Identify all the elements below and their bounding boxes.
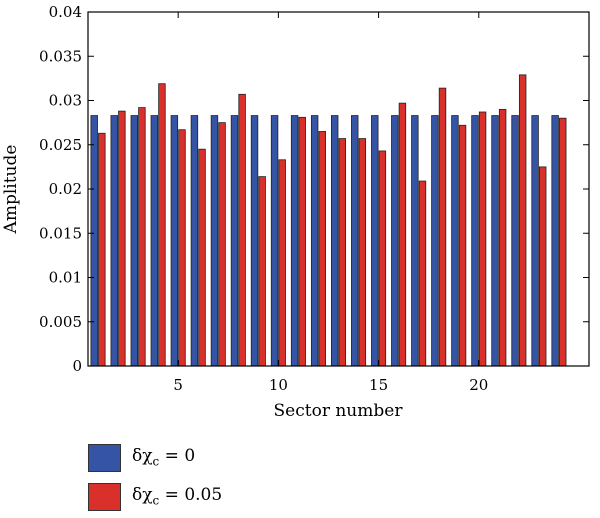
- legend-label-series-1: δχc = 0.05: [132, 485, 223, 508]
- bar-series-0-sector-8: [230, 115, 239, 367]
- legend-label-series-0: δχc = 0: [132, 446, 196, 469]
- bar-series-0-sector-13: [330, 115, 339, 367]
- bar-series-0-sector-14: [351, 115, 359, 367]
- bar-series-0-sector-16: [391, 115, 399, 367]
- y-axis-title: Amplitude: [1, 145, 21, 235]
- legend-item-series-1: δχc = 0.05: [88, 483, 348, 513]
- x-tick-label: 10: [269, 376, 288, 394]
- bar-series-0-sector-2: [110, 115, 118, 367]
- bar-series-1-sector-4: [158, 83, 166, 367]
- bar-series-1-sector-9: [258, 176, 266, 367]
- bar-series-1-sector-11: [298, 116, 306, 367]
- bar-series-1-sector-3: [138, 107, 146, 367]
- bar-series-0-sector-9: [250, 115, 259, 367]
- y-tick-label: 0.02: [49, 180, 82, 198]
- bar-series-1-sector-8: [238, 93, 246, 367]
- bar-series-0-sector-5: [170, 115, 179, 367]
- bar-series-0-sector-20: [471, 115, 479, 367]
- bar-series-1-sector-17: [418, 180, 427, 367]
- bar-series-0-sector-23: [531, 115, 539, 367]
- bar-series-1-sector-21: [498, 108, 507, 367]
- bar-series-1-sector-16: [398, 102, 407, 367]
- bar-series-0-sector-18: [431, 115, 439, 367]
- bar-series-0-sector-17: [411, 115, 419, 367]
- bar-chart: 0 0.005 0.01 0.015 0.02 0.025 0.03 0.035 0.04 5 1…: [1, 3, 590, 421]
- y-tick-label: 0.015: [39, 224, 82, 242]
- x-tick-label: 5: [173, 376, 183, 394]
- bar-series-1-sector-6: [198, 148, 206, 367]
- bar-series-0-sector-15: [371, 115, 379, 367]
- bar-series-1-sector-5: [178, 129, 186, 367]
- bar-series-1-sector-14: [358, 138, 367, 367]
- y-tick-label: 0.025: [39, 136, 82, 154]
- y-tick-label: 0.035: [39, 47, 82, 65]
- bar-series-1-sector-18: [438, 87, 447, 367]
- y-tick-label: 0.03: [49, 92, 82, 110]
- bar-series-0-sector-22: [511, 115, 519, 367]
- bar-series-0-sector-10: [270, 115, 279, 367]
- bar-series-1-sector-20: [478, 111, 487, 367]
- x-axis: 5 10 15 20: [173, 12, 488, 394]
- legend-swatch-series-1: [88, 483, 121, 511]
- bar-series-0-sector-11: [290, 115, 299, 367]
- x-tick-label: 20: [469, 376, 488, 394]
- legend-swatch-series-0: [88, 444, 121, 472]
- bar-series-1-sector-23: [539, 166, 547, 367]
- bar-series-1-sector-15: [378, 150, 387, 367]
- y-tick-label: 0.04: [49, 3, 82, 21]
- y-axis: 0 0.005 0.01 0.015 0.02 0.025 0.03 0.035 0.04: [39, 3, 589, 375]
- bar-series-1-sector-10: [278, 159, 286, 367]
- bar-series-1-sector-13: [338, 138, 347, 367]
- bar-series-1-sector-2: [118, 110, 126, 367]
- bar-series-1-sector-24: [559, 117, 567, 367]
- y-tick-label: 0: [72, 357, 82, 375]
- x-axis-title: Sector number: [274, 401, 404, 421]
- bar-series-0-sector-12: [310, 115, 319, 367]
- y-tick-label: 0.01: [49, 269, 82, 287]
- x-tick-label: 15: [369, 376, 388, 394]
- bar-series-0-sector-24: [551, 115, 559, 367]
- bar-series-1-sector-22: [518, 74, 527, 367]
- bar-series-0-sector-1: [90, 115, 98, 367]
- bars-group: [90, 74, 567, 367]
- bar-series-0-sector-21: [491, 115, 499, 367]
- y-tick-label: 0.005: [39, 313, 82, 331]
- bar-series-1-sector-1: [98, 132, 106, 367]
- bar-series-0-sector-6: [190, 115, 199, 367]
- bar-series-1-sector-7: [218, 122, 226, 367]
- bar-series-0-sector-19: [451, 115, 459, 367]
- bar-series-0-sector-4: [150, 115, 159, 367]
- bar-series-0-sector-3: [130, 115, 139, 367]
- bar-series-1-sector-12: [318, 131, 326, 367]
- legend-item-series-0: δχc = 0: [88, 444, 348, 474]
- bar-series-1-sector-19: [458, 124, 467, 367]
- bar-series-0-sector-7: [210, 115, 219, 367]
